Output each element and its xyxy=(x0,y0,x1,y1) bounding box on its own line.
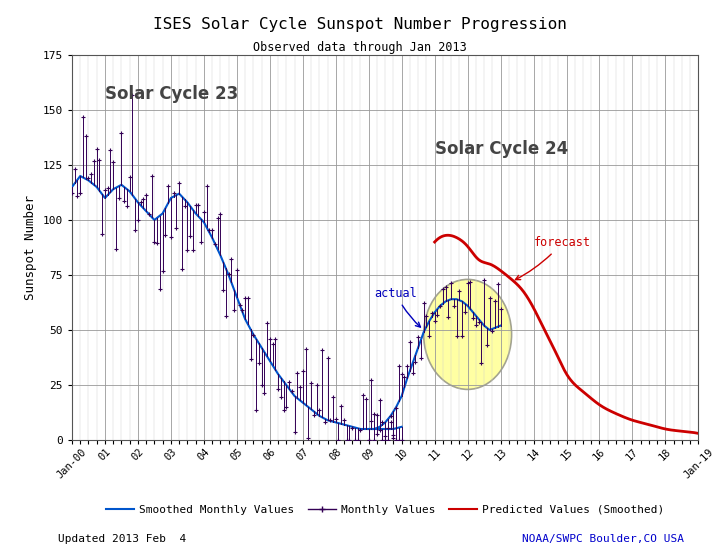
Text: ISES Solar Cycle Sunspot Number Progression: ISES Solar Cycle Sunspot Number Progress… xyxy=(153,16,567,31)
Text: forecast: forecast xyxy=(516,236,590,279)
Legend: Smoothed Monthly Values, Monthly Values, Predicted Values (Smoothed): Smoothed Monthly Values, Monthly Values,… xyxy=(102,500,669,519)
Text: Observed data through Jan 2013: Observed data through Jan 2013 xyxy=(253,41,467,54)
Text: Updated 2013 Feb  4: Updated 2013 Feb 4 xyxy=(58,534,186,544)
Text: NOAA/SWPC Boulder,CO USA: NOAA/SWPC Boulder,CO USA xyxy=(522,534,684,544)
Text: Solar Cycle 24: Solar Cycle 24 xyxy=(435,140,568,158)
Y-axis label: Sunspot Number: Sunspot Number xyxy=(24,195,37,300)
Text: actual: actual xyxy=(374,287,420,327)
Text: Solar Cycle 23: Solar Cycle 23 xyxy=(105,85,238,103)
Ellipse shape xyxy=(423,279,512,389)
